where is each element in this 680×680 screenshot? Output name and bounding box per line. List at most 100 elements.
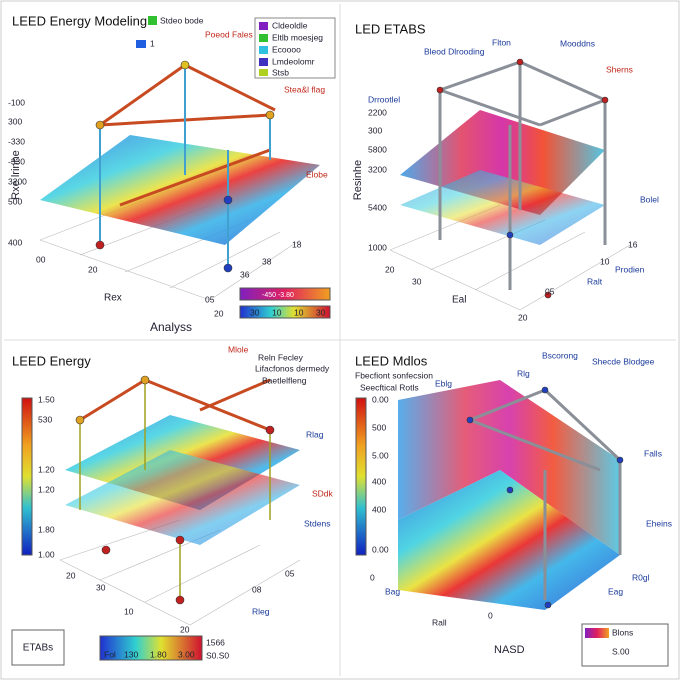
x-axis-label: Rex: [104, 293, 122, 304]
frame-beams: [469, 388, 622, 600]
colorbar-tick: 1.20: [38, 484, 55, 494]
callout: Falls: [644, 448, 662, 458]
colorbar-label: 130: [124, 649, 138, 659]
x-tick-label: 05: [545, 286, 555, 296]
y-tick-label: 3200: [8, 176, 27, 186]
legend-label: 1: [150, 38, 155, 48]
colorbar-label: 1566: [206, 637, 225, 647]
x-tick-label: 30: [412, 276, 422, 286]
heat-wall: [398, 380, 620, 555]
x-tick-label: 20: [180, 624, 190, 634]
key-label: Eltlb moesjeg: [272, 32, 323, 42]
callout: Poeod Fales: [205, 29, 253, 39]
colorbar-tick: 0.00: [372, 544, 389, 554]
y-tick-label: 500: [8, 196, 22, 206]
callout: Rleg: [252, 606, 270, 616]
callout: Bolel: [640, 194, 659, 204]
y-tick-label: -100: [8, 97, 25, 107]
y-tick-label: 300: [368, 125, 382, 135]
x-tick-label: 36: [240, 269, 250, 279]
x-tick-label: 10: [124, 606, 134, 616]
colorbar-label: 1.80: [150, 649, 167, 659]
colorbar-label: 3.00: [178, 649, 195, 659]
colorbar-label: -450 -3.80: [262, 292, 294, 299]
heat-plate: [65, 450, 300, 545]
x-tick-label: 05: [285, 568, 295, 578]
colorbar-tick: 0: [370, 572, 375, 582]
frame-beams: [79, 378, 271, 432]
colorbar-label: 30: [316, 307, 326, 317]
callout: Ralt: [587, 276, 603, 286]
nodes: [466, 386, 624, 609]
colorbar-label: Fol: [104, 649, 116, 659]
heat-plate: [40, 135, 320, 245]
callout: Eheins: [646, 518, 672, 528]
callout: Eag: [608, 586, 623, 596]
key-box: [254, 17, 336, 79]
panel: LEED Mdlos Fbecfiont sonfecsion Seecftic…: [355, 350, 672, 667]
colorbar: [21, 397, 33, 556]
columns: [99, 65, 271, 268]
y-tick-label: -330: [8, 156, 25, 166]
x-tick-label: 16: [628, 239, 638, 249]
y-tick-label: -330: [8, 136, 25, 146]
panel-title: LEED Mdlos: [355, 353, 428, 368]
callout: Reln Fecley: [258, 352, 304, 362]
colorbar-tick: 1.80: [38, 524, 55, 534]
nodes: [436, 58, 609, 299]
colorbar-label: 10: [272, 307, 282, 317]
key-swatch: [259, 22, 268, 30]
y-tick-label: 3200: [368, 164, 387, 174]
colorbar-tick: 400: [372, 476, 386, 486]
subtitle: Seecftical Rotls: [360, 382, 419, 392]
y-tick-label: 1000: [368, 242, 387, 252]
y-tick-label: 5400: [368, 202, 387, 212]
callout: Sherns: [606, 64, 633, 74]
colorbar-tick: 530: [38, 414, 52, 424]
callout: Mlole: [228, 344, 249, 354]
x-tick-label: 20: [88, 264, 98, 274]
callout: Flton: [492, 37, 511, 47]
x-tick-label: 05: [205, 294, 215, 304]
legend-swatch: [136, 40, 146, 48]
x-tick-label: 30: [96, 582, 106, 592]
panel: LEED Energy Modeling Stdeo bode 1 Cldeol…: [8, 13, 336, 334]
footer-label: Analyss: [150, 320, 192, 334]
panel: LED ETABS Bleod Dlrooding Flton Mooddns …: [352, 21, 659, 322]
colorbar-label: 10: [294, 307, 304, 317]
box-label: ETABs: [23, 643, 53, 654]
x-tick-label: 18: [292, 239, 302, 249]
subtitle: Fbecfiont sonfecsion: [355, 370, 433, 380]
panel-title: LEED Energy Modeling: [12, 13, 147, 28]
callout: Rall: [432, 617, 447, 627]
callout: Lifacfonos dermedy: [255, 363, 330, 373]
x-tick-label: 20: [385, 264, 395, 274]
key-label: Cldeoldle: [272, 20, 308, 30]
callout: 0: [488, 610, 493, 620]
callout: Bag: [385, 586, 400, 596]
y-tick-label: 400: [8, 237, 22, 247]
key-label: Stsb: [272, 67, 289, 77]
x-tick-label: 20: [214, 308, 224, 318]
callout: Stdens: [304, 518, 330, 528]
key-swatch: [259, 46, 268, 54]
colorbar-tick: 400: [372, 504, 386, 514]
callout: Bscorong: [542, 350, 578, 360]
colorbar-tick: 1.50: [38, 394, 55, 404]
y-tick-label: 2200: [368, 107, 387, 117]
legend-label: Stdeo bode: [160, 15, 204, 25]
colorbar-tick: 1.20: [38, 464, 55, 474]
colorbar-tick: 500: [372, 422, 386, 432]
callout: Rlag: [306, 429, 324, 439]
key-swatch: [259, 58, 268, 66]
x-tick-label: 20: [518, 312, 528, 322]
key-swatch: [259, 69, 268, 76]
x-axis-label: Eal: [452, 295, 466, 306]
panel-title: LED ETABS: [355, 21, 426, 36]
colorbar-tick: 1.00: [38, 549, 55, 559]
key-label: Lmdeolomr: [272, 56, 315, 66]
callout: Mooddns: [560, 38, 595, 48]
x-tick-label: 08: [252, 584, 262, 594]
frame-beams: [438, 60, 607, 290]
